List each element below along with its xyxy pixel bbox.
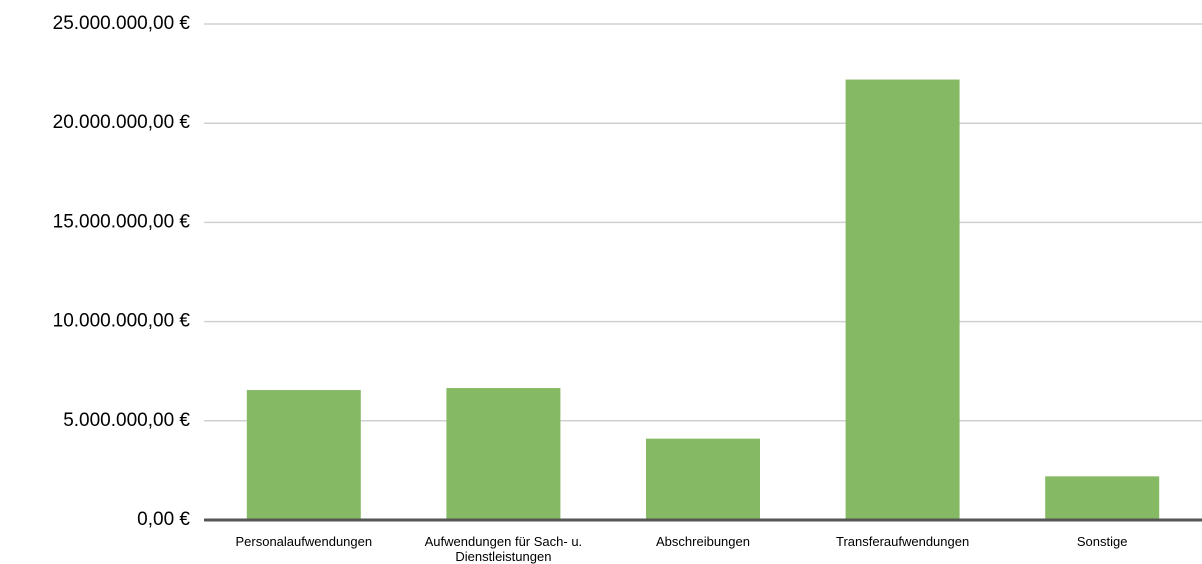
x-tick-label: Abschreibungen: [656, 534, 750, 549]
y-tick-label: 20.000.000,00 €: [53, 112, 191, 133]
x-tick-label: Sonstige: [1076, 534, 1128, 549]
bar: [646, 438, 760, 520]
y-tick-label: 25.000.000,00 €: [53, 13, 191, 34]
y-tick-label: 5.000.000,00 €: [63, 410, 190, 431]
x-tick-label: Transferaufwendungen: [835, 534, 970, 549]
x-tick-label: Aufwendungen für Sach- u. Dienstleistung…: [424, 534, 583, 564]
bar: [246, 390, 361, 520]
y-tick-label: 0,00 €: [137, 509, 190, 530]
bar: [845, 79, 960, 520]
bar: [446, 388, 561, 520]
x-tick-label: Personalaufwendungen: [235, 534, 373, 549]
y-tick-label: 10.000.000,00 €: [53, 311, 191, 332]
y-tick-label: 15.000.000,00 €: [53, 211, 191, 232]
bar: [1045, 476, 1160, 520]
